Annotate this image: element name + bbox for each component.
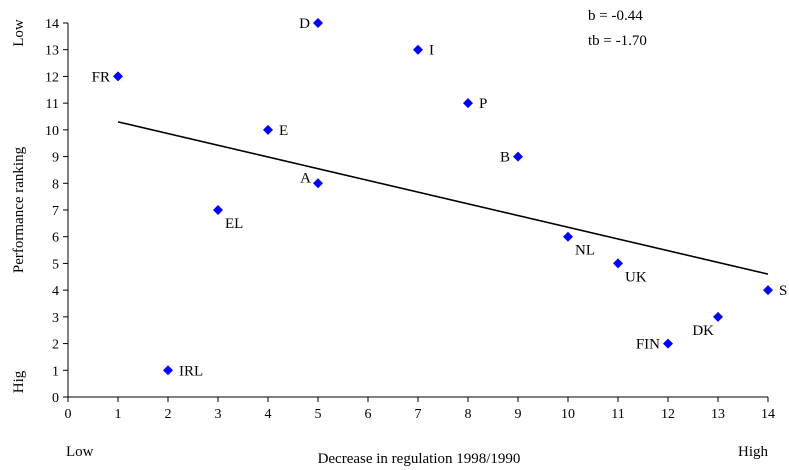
x-tick-label: 2 bbox=[165, 407, 172, 422]
x-tick-label: 1 bbox=[115, 407, 122, 422]
y-tick-label: 5 bbox=[52, 257, 59, 272]
data-point-el bbox=[213, 205, 223, 215]
data-point-d bbox=[313, 18, 323, 28]
y-axis-high-label: Hig bbox=[11, 370, 27, 393]
data-point-irl bbox=[163, 365, 173, 376]
data-label-fr: FR bbox=[92, 69, 110, 85]
x-tick-label: 11 bbox=[611, 407, 624, 422]
data-point-p bbox=[463, 98, 473, 109]
data-label-e: E bbox=[279, 123, 288, 139]
y-tick-label: 10 bbox=[45, 124, 59, 139]
y-tick-label: 13 bbox=[45, 44, 59, 59]
data-label-uk: UK bbox=[625, 269, 647, 285]
y-tick-label: 6 bbox=[52, 231, 59, 246]
x-tick-label: 3 bbox=[215, 407, 222, 422]
y-tick-label: 1 bbox=[52, 364, 59, 379]
data-points: FR IRL EL E D A I P B NL UK FIN DK S bbox=[92, 16, 788, 379]
stat-b: b = -0.44 bbox=[588, 8, 643, 24]
x-tick-label: 12 bbox=[661, 407, 675, 422]
y-tick-label: 3 bbox=[52, 311, 59, 326]
y-tick-label: 4 bbox=[52, 284, 59, 299]
data-label-d: D bbox=[299, 16, 310, 32]
data-label-fin: FIN bbox=[636, 337, 660, 353]
data-label-el: EL bbox=[225, 216, 243, 232]
x-axis-high-label: High bbox=[738, 444, 769, 460]
data-point-fr bbox=[113, 71, 123, 82]
data-label-irl: IRL bbox=[179, 363, 203, 379]
y-tick-label: 12 bbox=[45, 70, 59, 85]
axes bbox=[67, 23, 768, 398]
data-point-e bbox=[263, 124, 273, 135]
y-tick-label: 9 bbox=[52, 151, 59, 166]
x-tick-label: 14 bbox=[761, 407, 775, 422]
data-label-s: S bbox=[779, 283, 787, 299]
stat-tb: tb = -1.70 bbox=[588, 33, 647, 49]
data-label-i: I bbox=[429, 43, 434, 59]
x-tick-label: 6 bbox=[365, 407, 372, 422]
x-tick-label: 10 bbox=[561, 407, 575, 422]
x-tick-label: 7 bbox=[415, 407, 422, 422]
data-point-a bbox=[313, 178, 323, 189]
data-point-b bbox=[513, 151, 523, 162]
data-point-dk bbox=[713, 311, 723, 322]
data-point-s bbox=[763, 285, 773, 296]
x-axis-title: Decrease in regulation 1998/1990 bbox=[318, 451, 521, 467]
data-label-a: A bbox=[300, 170, 311, 186]
y-tick-label: 14 bbox=[45, 17, 59, 32]
y-axis-low-label: Low bbox=[11, 19, 27, 47]
x-tick-label: 8 bbox=[465, 407, 472, 422]
y-tick-label: 2 bbox=[52, 338, 59, 353]
data-point-i bbox=[413, 44, 423, 55]
data-label-p: P bbox=[479, 96, 487, 112]
trendline bbox=[117, 121, 769, 275]
data-label-nl: NL bbox=[575, 243, 595, 259]
data-label-b: B bbox=[500, 150, 510, 166]
data-label-dk: DK bbox=[692, 323, 714, 339]
x-tick-label: 9 bbox=[515, 407, 522, 422]
x-tick-label: 0 bbox=[65, 407, 72, 422]
y-tick-label: 11 bbox=[46, 97, 59, 112]
y-tick-label: 8 bbox=[52, 177, 59, 192]
y-tick-label: 7 bbox=[52, 204, 59, 219]
x-tick-label: 5 bbox=[315, 407, 322, 422]
data-point-fin bbox=[663, 338, 673, 349]
y-tick-label: 0 bbox=[52, 391, 59, 406]
data-point-uk bbox=[613, 258, 623, 269]
data-point-nl bbox=[563, 231, 573, 242]
x-tick-label: 4 bbox=[265, 407, 272, 422]
x-tick-label: 13 bbox=[711, 407, 725, 422]
y-axis-title: Performance ranking bbox=[11, 146, 27, 273]
x-axis-low-label: Low bbox=[66, 444, 94, 460]
